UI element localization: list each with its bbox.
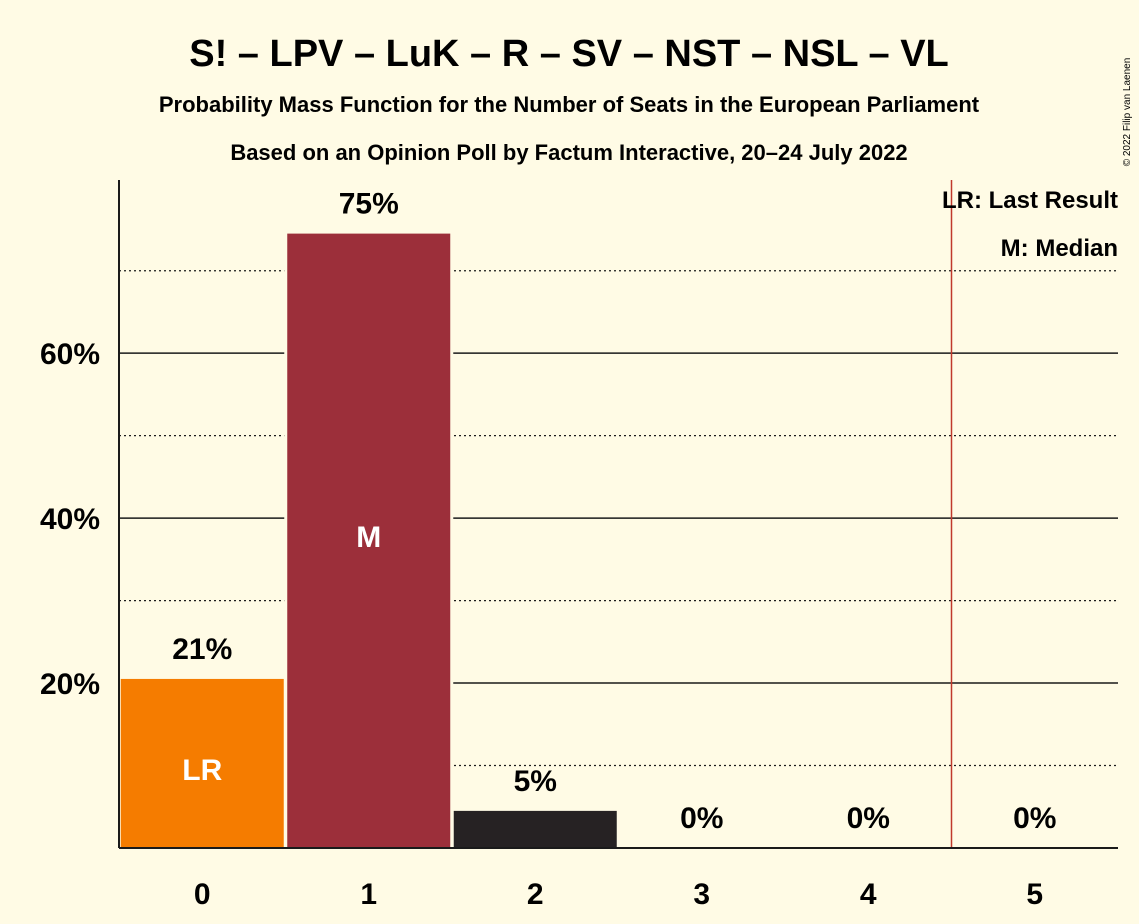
data-label: 0% xyxy=(1013,802,1056,835)
y-tick-label: 20% xyxy=(40,668,100,701)
copyright-note: © 2022 Filip van Laenen xyxy=(1122,58,1133,167)
legend-median: M: Median xyxy=(1001,235,1118,262)
x-tick-label: 5 xyxy=(1026,878,1043,911)
y-tick-label: 60% xyxy=(40,338,100,371)
x-tick-label: 4 xyxy=(860,878,877,911)
axes xyxy=(118,180,1118,849)
data-label: 5% xyxy=(514,765,557,798)
x-tick-label: 1 xyxy=(360,878,377,911)
data-label: 21% xyxy=(172,633,232,666)
legend-last-result: LR: Last Result xyxy=(942,187,1118,214)
x-tick-label: 0 xyxy=(194,878,211,911)
y-tick-label: 40% xyxy=(40,503,100,536)
bar xyxy=(287,233,451,849)
data-label: 0% xyxy=(680,802,723,835)
last-result-marker: LR xyxy=(182,754,222,787)
x-tick-label: 2 xyxy=(527,878,544,911)
chart-title: S! – LPV – LuK – R – SV – NST – NSL – VL xyxy=(189,33,949,75)
bar xyxy=(120,678,284,848)
data-label: 0% xyxy=(847,802,890,835)
chart-subtitle: Probability Mass Function for the Number… xyxy=(159,92,980,117)
bars xyxy=(117,230,620,849)
median-marker: M xyxy=(356,521,381,554)
bar xyxy=(453,810,617,848)
x-tick-label: 3 xyxy=(693,878,710,911)
data-label: 75% xyxy=(339,188,399,221)
chart-source-note: Based on an Opinion Poll by Factum Inter… xyxy=(230,140,907,165)
